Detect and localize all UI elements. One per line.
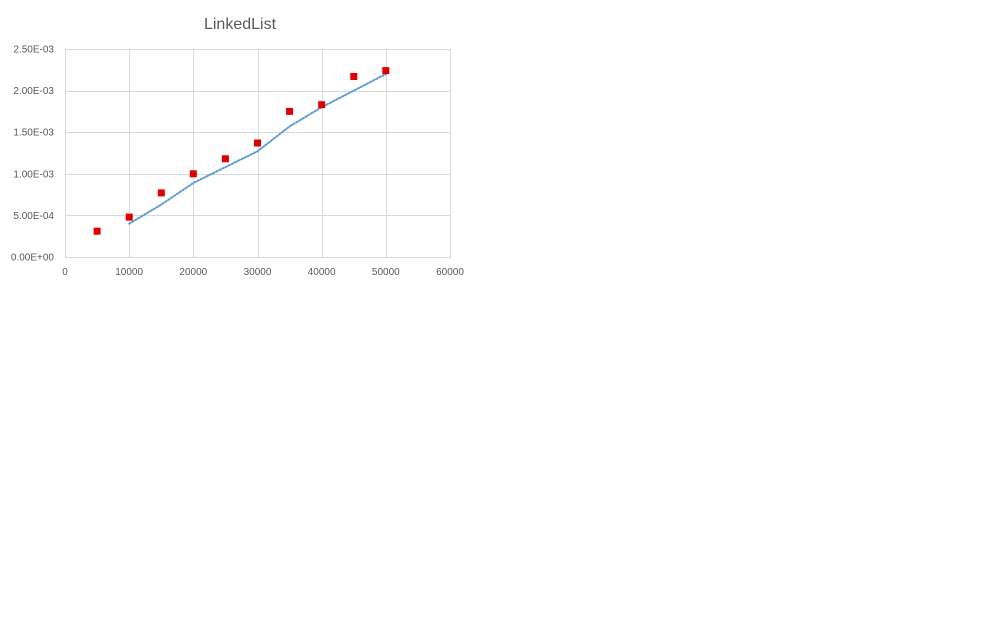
- axes: 0 10000 20000 30000 40000 50000 60000 0.00E+00 5…: [11, 45, 464, 279]
- data-point: [221, 155, 229, 163]
- y-tick-label: 1.00E-03: [13, 169, 54, 180]
- x-tick-label: 40000: [308, 267, 336, 278]
- data-point: [350, 73, 358, 80]
- trendline-layer: [128, 73, 387, 225]
- x-tick-label: 30000: [244, 267, 272, 278]
- y-tick-label: 0.00E+00: [11, 253, 55, 264]
- data-point: [189, 170, 197, 178]
- data-point: [318, 101, 326, 109]
- data-point: [93, 227, 101, 235]
- chart-title: LinkedList: [204, 16, 277, 33]
- data-point: [382, 67, 390, 75]
- y-tick-label: 1.50E-03: [13, 128, 54, 139]
- x-tick-label: 50000: [372, 267, 400, 278]
- data-points: [93, 67, 390, 235]
- x-tick-label: 20000: [179, 267, 207, 278]
- y-tick-label: 2.00E-03: [13, 86, 54, 97]
- data-point: [157, 189, 165, 197]
- plot-area-border: [65, 49, 451, 258]
- grid: [65, 49, 451, 258]
- x-tick-label: 10000: [115, 267, 143, 278]
- y-tick-label: 2.50E-03: [13, 45, 54, 56]
- data-point: [254, 139, 261, 147]
- x-tick-label: 60000: [436, 267, 464, 278]
- y-tick-label: 5.00E-04: [13, 211, 54, 222]
- data-point: [286, 107, 294, 115]
- data-point: [125, 213, 133, 221]
- trendline: [128, 73, 387, 225]
- x-tick-label: 0: [62, 267, 68, 278]
